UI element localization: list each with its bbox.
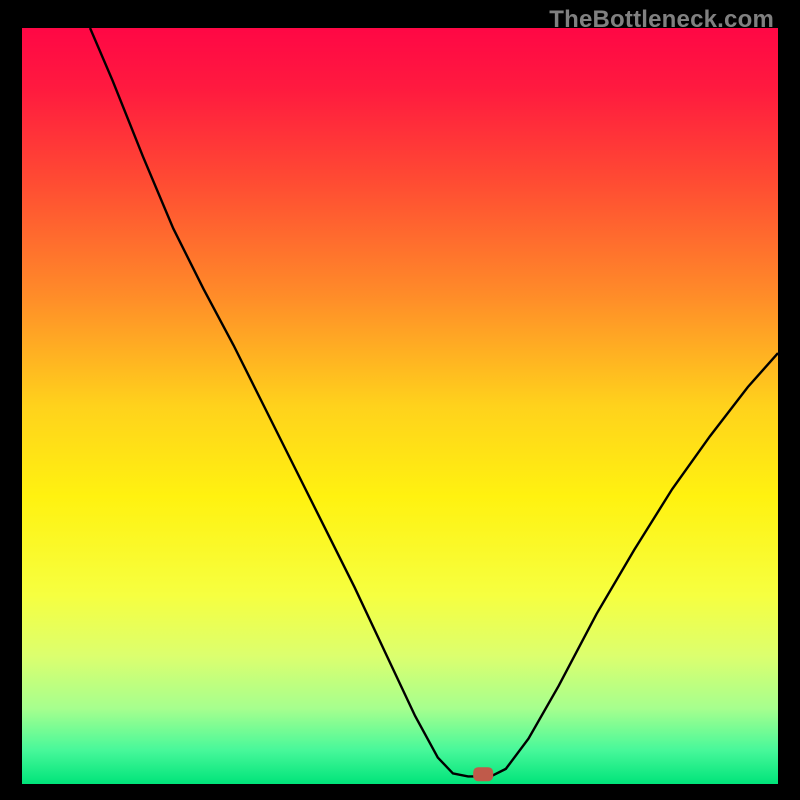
plot-area: [22, 28, 778, 784]
bottleneck-curve: [22, 28, 778, 784]
optimum-marker: [473, 767, 493, 781]
watermark-text: TheBottleneck.com: [549, 6, 774, 34]
chart-frame: TheBottleneck.com: [0, 0, 800, 800]
